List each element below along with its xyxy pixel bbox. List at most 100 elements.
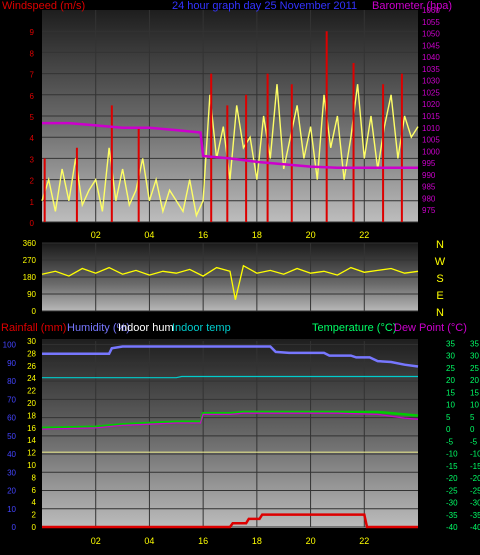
wind-x-tick: 22 bbox=[359, 230, 369, 240]
baro-y-tick: 1030 bbox=[422, 77, 440, 86]
temp-y-tick: -40 bbox=[446, 523, 458, 532]
humidity-y-tick: 100 bbox=[3, 341, 17, 350]
humidity-line bbox=[42, 345, 419, 368]
compass-label: N bbox=[436, 307, 444, 319]
temp-y-ticks: -40 -35 -30 -25 -20 -15 -10 -5 0 5 10 15 20 25 30 35 -40… bbox=[446, 339, 480, 532]
temp-x-tick: 02 bbox=[91, 536, 101, 546]
temp-y-tick: -35 bbox=[446, 511, 458, 520]
baro-y-tick: 1040 bbox=[422, 53, 440, 62]
indoor-temp-line bbox=[42, 375, 418, 379]
wind-y-tick: 9 bbox=[30, 28, 35, 37]
compass-label: S bbox=[436, 273, 443, 285]
compass-label: E bbox=[436, 290, 443, 302]
compass-label: N bbox=[436, 239, 444, 251]
temp-y-tick: -25 bbox=[446, 486, 458, 495]
baro-y-tick: 1055 bbox=[422, 18, 440, 27]
temp-y-tick: -20 bbox=[446, 474, 458, 483]
windspeed-line bbox=[41, 84, 419, 218]
dewpoint-y-tick: 15 bbox=[470, 388, 479, 397]
rain-y-tick: 12 bbox=[27, 449, 36, 458]
temp-y-tick: 25 bbox=[446, 364, 455, 373]
humidity-y-tick: 20 bbox=[7, 487, 16, 496]
direction-grid bbox=[42, 242, 418, 312]
temp-y-tick: 30 bbox=[446, 352, 455, 361]
direction-y-tick: 270 bbox=[23, 256, 37, 265]
rain-y-tick: 6 bbox=[32, 486, 37, 495]
baro-y-tick: 1025 bbox=[422, 88, 440, 97]
temp-y-tick: 5 bbox=[446, 413, 451, 422]
temp-y-tick: 0 bbox=[446, 425, 451, 434]
temp-x-tick: 04 bbox=[144, 536, 154, 546]
baro-y-tick: 975 bbox=[422, 206, 436, 215]
dewpoint-y-tick: -5 bbox=[470, 437, 478, 446]
wind-x-tick: 02 bbox=[91, 230, 101, 240]
temp-x-tick: 22 bbox=[359, 536, 369, 546]
humidity-y-tick: 80 bbox=[7, 377, 16, 386]
dewpoint-y-tick: 10 bbox=[470, 401, 479, 410]
wind-y-tick: 2 bbox=[30, 177, 35, 186]
temp-x-tick: 20 bbox=[306, 536, 316, 546]
dewpoint-y-tick: -15 bbox=[470, 462, 480, 471]
rain-y-tick: 24 bbox=[27, 374, 36, 383]
indoor-temp-label: Indoor temp bbox=[172, 322, 231, 334]
rain-y-tick: 4 bbox=[32, 498, 37, 507]
temp-x-tick: 16 bbox=[198, 536, 208, 546]
rain-y-tick: 26 bbox=[27, 362, 36, 371]
direction-y-ticks: 0 90 180 270 360 bbox=[23, 239, 37, 316]
temp-y-tick: 15 bbox=[446, 388, 455, 397]
dewpoint-y-tick: 0 bbox=[470, 425, 475, 434]
rainfall-label: Rainfall (mm) bbox=[1, 322, 66, 334]
wind-x-tick: 16 bbox=[198, 230, 208, 240]
baro-y-tick: 1015 bbox=[422, 112, 440, 121]
rain-y-tick: 16 bbox=[27, 424, 36, 433]
humidity-y-tick: 40 bbox=[7, 450, 16, 459]
wind-series bbox=[41, 31, 419, 222]
temp-y-tick: -5 bbox=[446, 437, 454, 446]
dew-point-line bbox=[41, 412, 419, 430]
rain-y-tick: 2 bbox=[32, 511, 37, 520]
temp-y-tick: 20 bbox=[446, 376, 455, 385]
humidity-y-tick: 70 bbox=[7, 395, 16, 404]
wind-y-ticks: 0 1 2 3 4 5 6 7 8 9 bbox=[30, 28, 35, 228]
temp-series bbox=[41, 345, 419, 529]
temp-x-tick: 18 bbox=[252, 536, 262, 546]
dewpoint-y-tick: -30 bbox=[470, 499, 480, 508]
wind-direction-line bbox=[41, 264, 419, 300]
rain-y-tick: 10 bbox=[27, 461, 36, 470]
wind-y-tick: 5 bbox=[30, 113, 35, 122]
baro-y-tick: 1060 bbox=[422, 6, 440, 15]
temp-y-tick: -15 bbox=[446, 462, 458, 471]
wind-baro-panel: Windspeed (m/s) 24 hour graph day 25 Nov… bbox=[2, 0, 452, 240]
temp-hum-panel: Rainfall (mm) Humidity (%) Indoor hum In… bbox=[1, 322, 480, 546]
temp-y-tick: 10 bbox=[446, 401, 455, 410]
wind-y-tick: 6 bbox=[30, 92, 35, 101]
temp-plot-area bbox=[42, 339, 418, 528]
dewpoint-y-tick: 30 bbox=[470, 352, 479, 361]
baro-y-tick: 995 bbox=[422, 159, 436, 168]
temperature-line bbox=[41, 410, 419, 430]
humidity-y-ticks: 0 10 20 30 40 50 60 70 80 90 100 bbox=[3, 341, 17, 532]
rainfall-line bbox=[42, 513, 418, 529]
wind-y-tick: 3 bbox=[30, 155, 35, 164]
dew-point-label: Dew Point (°C) bbox=[394, 322, 467, 334]
direction-y-tick: 360 bbox=[23, 239, 37, 248]
baro-y-tick: 980 bbox=[422, 194, 436, 203]
baro-y-tick: 1005 bbox=[422, 136, 440, 145]
temp-y-tick: -10 bbox=[446, 450, 458, 459]
temperature-label: Temperature (°C) bbox=[312, 322, 396, 334]
temp-y-tick: -30 bbox=[446, 499, 458, 508]
wind-ylabel: Windspeed (m/s) bbox=[2, 0, 85, 12]
direction-series bbox=[41, 264, 419, 300]
wind-x-tick: 04 bbox=[144, 230, 154, 240]
rain-y-tick: 30 bbox=[27, 337, 36, 346]
baro-y-tick: 1045 bbox=[422, 41, 440, 50]
dewpoint-y-tick: 20 bbox=[470, 376, 479, 385]
dewpoint-y-tick: 5 bbox=[470, 413, 475, 422]
wind-x-tick: 20 bbox=[306, 230, 316, 240]
baro-y-tick: 990 bbox=[422, 171, 436, 180]
dewpoint-y-tick: -25 bbox=[470, 486, 480, 495]
rain-y-tick: 0 bbox=[32, 523, 37, 532]
direction-y-tick: 0 bbox=[32, 307, 37, 316]
